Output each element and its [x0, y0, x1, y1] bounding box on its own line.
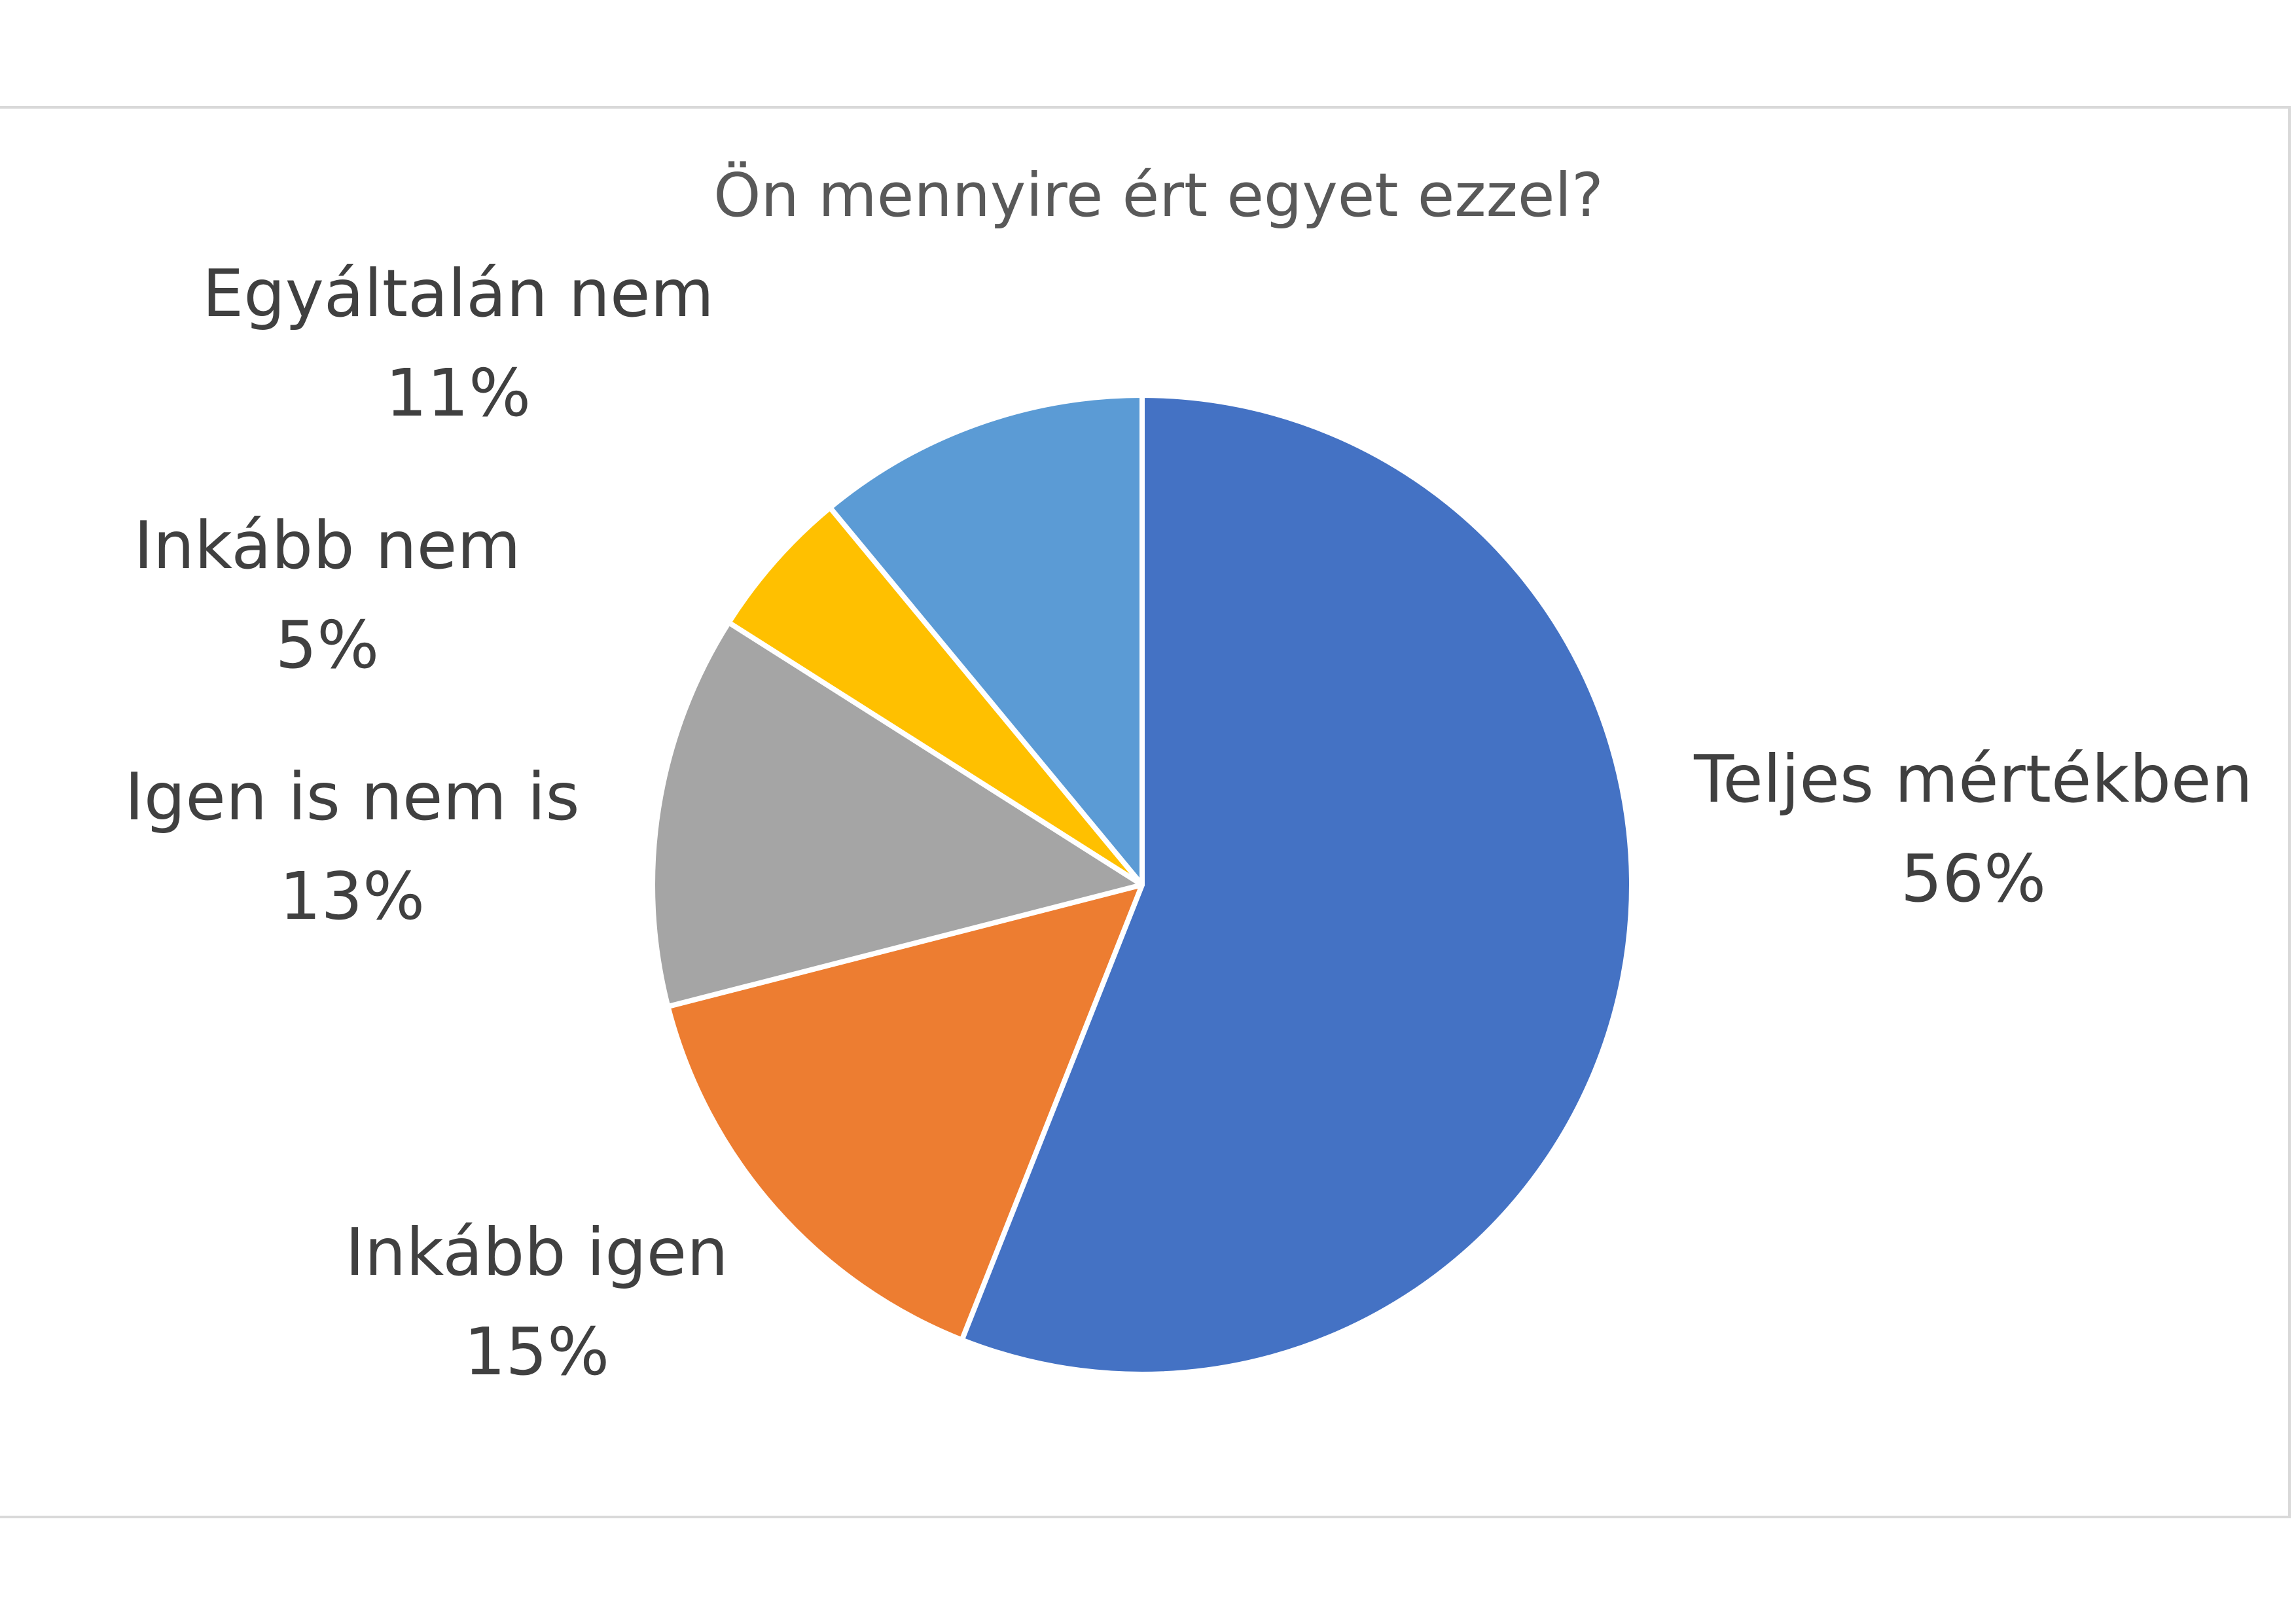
slice-category-label: Egyáltalán nem	[202, 255, 714, 332]
slice-category-label: Inkább nem	[134, 507, 520, 584]
pie-slice-5	[827, 393, 1145, 887]
slice-percent-label: 5%	[276, 607, 380, 683]
slice-category-label: Teljes mértékben	[1693, 741, 2253, 817]
slice-category-label: Inkább igen	[345, 1214, 728, 1291]
pie-slices	[650, 393, 1634, 1377]
pie-labels: Teljes mértékben 56% Inkább igen 15% Igen is…	[124, 255, 2252, 1390]
slice-category-label: Igen is nem is	[124, 758, 579, 835]
slice-percent-label: 56%	[1901, 840, 2046, 917]
slice-percent-label: 11%	[386, 355, 531, 431]
pie-slice-4	[726, 505, 1145, 887]
pie-slice-2	[665, 882, 1145, 1343]
pie-slice-3	[650, 620, 1145, 1010]
slice-percent-label: 15%	[464, 1313, 609, 1390]
slice-percent-label: 13%	[279, 858, 425, 935]
chart-title: Ön mennyire ért egyet ezzel?	[713, 160, 1604, 230]
pie-slice-1	[959, 393, 1634, 1377]
